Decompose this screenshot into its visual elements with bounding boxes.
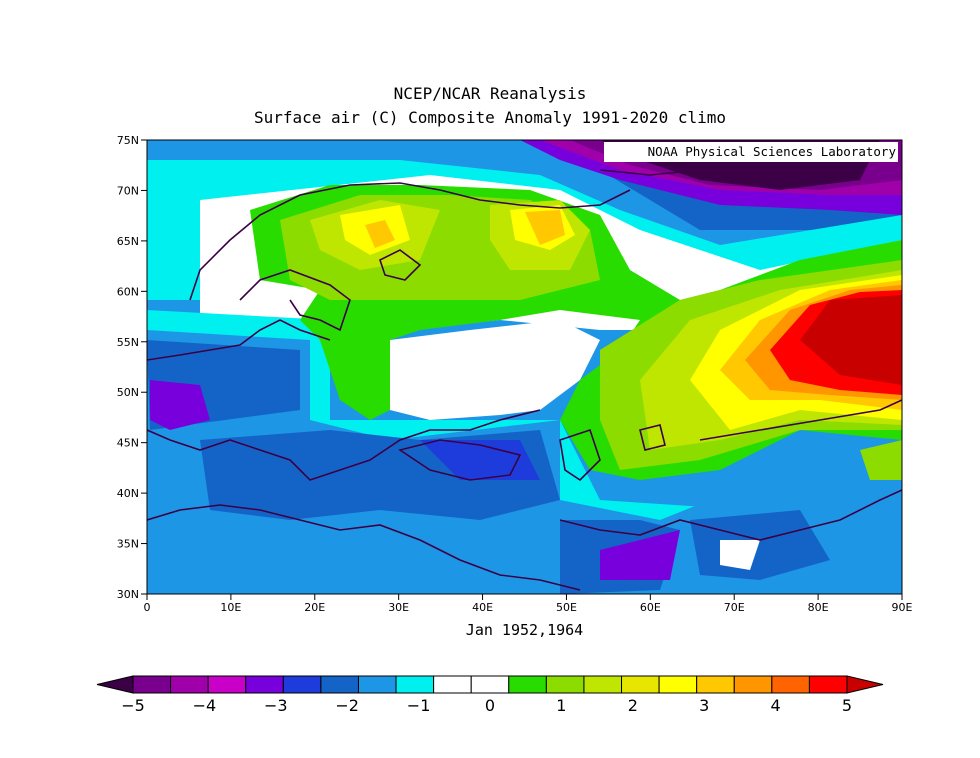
coastline-caspian [559,428,601,482]
map-title: NCEP/NCAR Reanalysis [393,84,587,103]
colorbar-swatch [771,675,810,694]
coastlines [147,169,902,591]
coastline-baltic [239,269,351,332]
colorbar-swatch [170,675,209,694]
lon-label: 20E [304,601,325,614]
colorbar-swatch [508,675,547,694]
colorbar-label: −2 [335,696,359,715]
lat-label: 65N [117,235,139,248]
colorbar-label: −5 [121,696,145,715]
lon-label: 40E [472,601,493,614]
field-orange-scandinavia [365,220,395,248]
coastline-north-europe [147,319,331,361]
colorbar-swatch [470,675,510,694]
coastline-europe-south [147,409,541,481]
colorbar-swatch [545,675,585,694]
lon-label: 0 [144,601,151,614]
border-asia [699,399,902,441]
lat-label: 50N [117,386,139,399]
lat-label: 40N [117,487,139,500]
field-white-russia [390,320,600,420]
colorbar-label: 3 [699,696,709,715]
time-period-label: Jan 1952,1964 [465,621,584,639]
lon-label: 30E [388,601,409,614]
coastline-black-sea [398,439,522,481]
colorbar-label: −3 [264,696,288,715]
lat-label: 30N [117,588,139,601]
field-purple-iran [600,530,680,580]
colorbar-arrow-left [96,675,134,694]
colorbar-swatch [733,675,773,694]
map-frame [146,139,903,595]
lon-label: 10E [220,601,241,614]
credit-box [604,142,898,162]
field-darkred-east [800,295,902,385]
lon-label: 70E [724,601,745,614]
coastline-aral [639,424,666,451]
field-lightgreen-southeast [860,440,902,480]
lat-label: 60N [117,285,139,298]
colorbar-swatch [696,675,735,694]
coastline-scandinavia [189,182,631,301]
colorbar-label: 4 [771,696,781,715]
field-purple-west [150,380,210,430]
colorbar-label: 5 [842,696,852,715]
field-orange-kola [525,210,565,245]
map-subtitle: Surface air (C) Composite Anomaly 1991-2… [253,108,726,127]
anomaly-field [147,140,902,594]
coastline-arctic [599,169,861,181]
coastline-asia-south [559,489,902,541]
lat-label: 75N [117,134,139,147]
colorbar-swatch [621,675,660,694]
colorbar-swatch [320,675,359,694]
colorbar: −5 −4 −3 −2 −1 0 1 2 3 4 5 [96,675,884,715]
colorbar-swatch [282,675,322,694]
lon-label: 90E [892,601,913,614]
colorbar-label: 1 [556,696,566,715]
lon-label: 50E [556,601,577,614]
field-darkblue-blacksea [420,440,540,480]
colorbar-label: 0 [485,696,495,715]
lat-label: 55N [117,336,139,349]
colorbar-swatch [245,675,284,694]
colorbar-label: 2 [628,696,638,715]
colorbar-swatch [395,675,435,694]
colorbar-arrow-right [846,675,884,694]
lat-label: 35N [117,538,139,551]
field-white-india [720,540,760,570]
colorbar-swatch [433,675,472,694]
lon-label: 60E [640,601,661,614]
lat-label: 45N [117,437,139,450]
colorbar-swatch [207,675,247,694]
colorbar-swatch [808,675,848,694]
lat-label: 70N [117,184,139,197]
coastline-lake [379,249,422,281]
colorbar-swatch [357,675,397,694]
lon-label: 80E [808,601,829,614]
latitude-axis: 75N 70N 65N 60N 55N 50N 45N 40N 35N 30N [117,134,147,601]
credit-text: NOAA Physical Sciences Laboratory [648,144,897,159]
colorbar-swatch [658,675,698,694]
colorbar-swatch [132,675,172,694]
colorbar-swatch [583,675,623,694]
longitude-axis: 0 10E 20E 30E 40E 50E 60E 70E 80E 90E [144,594,913,614]
colorbar-label: −1 [407,696,431,715]
coastline-africa [147,504,581,591]
colorbar-label: −4 [193,696,217,715]
